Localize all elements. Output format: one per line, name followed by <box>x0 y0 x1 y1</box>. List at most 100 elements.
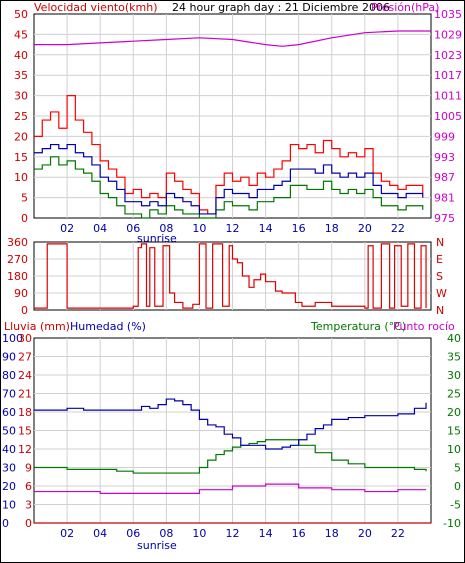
temperature-axis-title: Temperatura (°C) <box>310 320 406 333</box>
wind-y-tick: 10 <box>14 171 28 184</box>
thermo-x-tick: 22 <box>391 527 405 540</box>
pressure-axis-title: Presión(hPa) <box>371 1 439 14</box>
humidity-y-tick: 21 <box>18 388 32 401</box>
humidity-y-tick: 15 <box>18 425 32 438</box>
temperature-line <box>34 439 427 474</box>
temperature-y-tick: 15 <box>447 425 461 438</box>
humidity-y-tick: 9 <box>25 462 32 475</box>
thermo-x-tick: 20 <box>358 527 372 540</box>
compass-tick: N <box>436 236 444 249</box>
humidity-y-tick: 3 <box>25 499 32 512</box>
pressure-y-tick: 987 <box>434 171 455 184</box>
rain-y-tick: 70 <box>2 388 16 401</box>
compass-tick: W <box>436 287 447 300</box>
compass-tick: E <box>436 253 443 266</box>
chart-title: 24 hour graph day : 21 Diciembre 2006 <box>172 1 390 14</box>
pressure-y-tick: 1035 <box>434 8 462 21</box>
humidity-line <box>34 398 427 450</box>
dewpoint-line <box>34 483 427 494</box>
pressure-y-tick: 993 <box>434 151 455 164</box>
wind-low-line <box>34 156 424 219</box>
rain-y-tick: 100 <box>2 332 23 345</box>
rain-y-tick: 20 <box>2 480 16 493</box>
direction-y-tick: 180 <box>7 270 28 283</box>
wind-y-tick: 5 <box>21 192 28 205</box>
wind-x-tick: 22 <box>391 222 405 235</box>
humidity-axis-title: Humedad (%) <box>70 320 146 333</box>
temperature-y-tick: 35 <box>447 351 461 364</box>
wind-axis-title: Velocidad viento(kmh) <box>34 1 158 14</box>
thermo-x-tick: 06 <box>126 527 140 540</box>
direction-y-tick: 270 <box>7 253 28 266</box>
rain-axis-title: Lluvia (mm) <box>4 320 70 333</box>
temperature-y-tick: 30 <box>447 369 461 382</box>
pressure-line <box>34 30 431 47</box>
temperature-y-tick: -5 <box>450 499 461 512</box>
wind-x-tick: 16 <box>292 222 306 235</box>
wind-y-tick: 40 <box>14 49 28 62</box>
rain-y-tick: 50 <box>2 425 16 438</box>
pressure-y-tick: 975 <box>434 212 455 225</box>
wind-x-tick: 12 <box>226 222 240 235</box>
temperature-y-tick: 5 <box>454 462 461 475</box>
wind-x-tick: 08 <box>159 222 173 235</box>
compass-tick: N <box>436 304 444 317</box>
wind-x-tick: 02 <box>60 222 74 235</box>
humidity-y-tick: 12 <box>18 443 32 456</box>
rain-y-tick: 40 <box>2 443 16 456</box>
wind-x-tick: 14 <box>259 222 273 235</box>
temperature-y-tick: -10 <box>443 517 461 530</box>
wind-y-tick: 50 <box>14 8 28 21</box>
wind-y-tick: 0 <box>21 212 28 225</box>
pressure-y-tick: 1029 <box>434 28 462 41</box>
thermo-x-tick: 16 <box>292 527 306 540</box>
wind-gust-line <box>34 95 424 215</box>
wind-average-line <box>34 143 424 215</box>
rain-y-tick: 80 <box>2 369 16 382</box>
humidity-y-tick: 27 <box>18 351 32 364</box>
wind-y-tick: 35 <box>14 69 28 82</box>
wind-y-tick: 25 <box>14 110 28 123</box>
wind-y-tick: 45 <box>14 28 28 41</box>
rain-y-tick: 30 <box>2 462 16 475</box>
pressure-y-tick: 1005 <box>434 110 462 123</box>
direction-y-tick: 90 <box>14 287 28 300</box>
pressure-y-tick: 999 <box>434 130 455 143</box>
rain-y-tick: 0 <box>2 517 9 530</box>
pressure-y-tick: 1011 <box>434 90 462 103</box>
wind-y-tick: 30 <box>14 90 28 103</box>
rain-y-tick: 10 <box>2 499 16 512</box>
sunrise-label-bottom: sunrise <box>137 539 177 552</box>
rain-y-tick: 60 <box>2 406 16 419</box>
wind-x-tick: 10 <box>192 222 206 235</box>
humidity-y-tick: 0 <box>25 517 32 530</box>
wind-y-tick: 20 <box>14 130 28 143</box>
wind-y-tick: 15 <box>14 151 28 164</box>
wind-x-tick: 06 <box>126 222 140 235</box>
compass-tick: S <box>436 270 443 283</box>
thermo-x-tick: 12 <box>226 527 240 540</box>
rain-y-tick: 90 <box>2 351 16 364</box>
pressure-y-tick: 981 <box>434 192 455 205</box>
thermo-x-tick: 02 <box>60 527 74 540</box>
wind-x-tick: 04 <box>93 222 107 235</box>
thermo-x-tick: 18 <box>325 527 339 540</box>
humidity-y-tick: 30 <box>18 332 32 345</box>
pressure-y-tick: 1023 <box>434 49 462 62</box>
temperature-y-tick: 10 <box>447 443 461 456</box>
temperature-y-tick: 25 <box>447 388 461 401</box>
humidity-y-tick: 6 <box>25 480 32 493</box>
wind-x-tick: 20 <box>358 222 372 235</box>
pressure-y-tick: 1017 <box>434 69 462 82</box>
thermo-x-tick: 14 <box>259 527 273 540</box>
thermo-x-tick: 10 <box>192 527 206 540</box>
humidity-y-tick: 24 <box>18 369 32 382</box>
wind-direction-line <box>34 243 427 309</box>
dewpoint-axis-title: Punto rocío <box>393 320 455 333</box>
direction-y-tick: 0 <box>21 304 28 317</box>
temperature-y-tick: 40 <box>447 332 461 345</box>
humidity-y-tick: 18 <box>18 406 32 419</box>
direction-y-tick: 360 <box>7 236 28 249</box>
